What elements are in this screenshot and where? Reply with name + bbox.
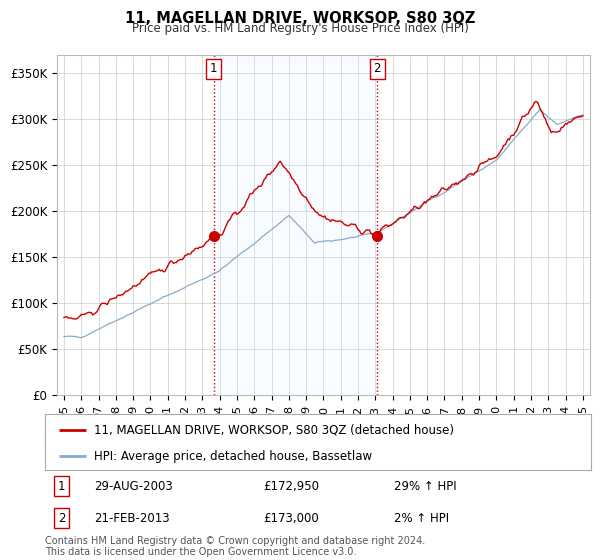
Text: 1: 1 (58, 479, 65, 493)
Text: 1: 1 (210, 62, 217, 75)
Text: 29-AUG-2003: 29-AUG-2003 (94, 479, 173, 493)
Text: £173,000: £173,000 (263, 512, 319, 525)
Bar (214, 55, 377, 395)
Text: £172,950: £172,950 (263, 479, 319, 493)
Text: 21-FEB-2013: 21-FEB-2013 (94, 512, 170, 525)
Text: Contains HM Land Registry data © Crown copyright and database right 2024.
This d: Contains HM Land Registry data © Crown c… (45, 535, 425, 557)
Text: 29% ↑ HPI: 29% ↑ HPI (394, 479, 457, 493)
Text: 2: 2 (58, 512, 65, 525)
Text: HPI: Average price, detached house, Bassetlaw: HPI: Average price, detached house, Bass… (94, 450, 372, 463)
Text: 2: 2 (374, 62, 381, 75)
Text: 11, MAGELLAN DRIVE, WORKSOP, S80 3QZ (detached house): 11, MAGELLAN DRIVE, WORKSOP, S80 3QZ (de… (94, 423, 454, 437)
Text: 11, MAGELLAN DRIVE, WORKSOP, S80 3QZ: 11, MAGELLAN DRIVE, WORKSOP, S80 3QZ (125, 11, 475, 26)
Text: Price paid vs. HM Land Registry's House Price Index (HPI): Price paid vs. HM Land Registry's House … (131, 22, 469, 35)
Text: 2% ↑ HPI: 2% ↑ HPI (394, 512, 449, 525)
